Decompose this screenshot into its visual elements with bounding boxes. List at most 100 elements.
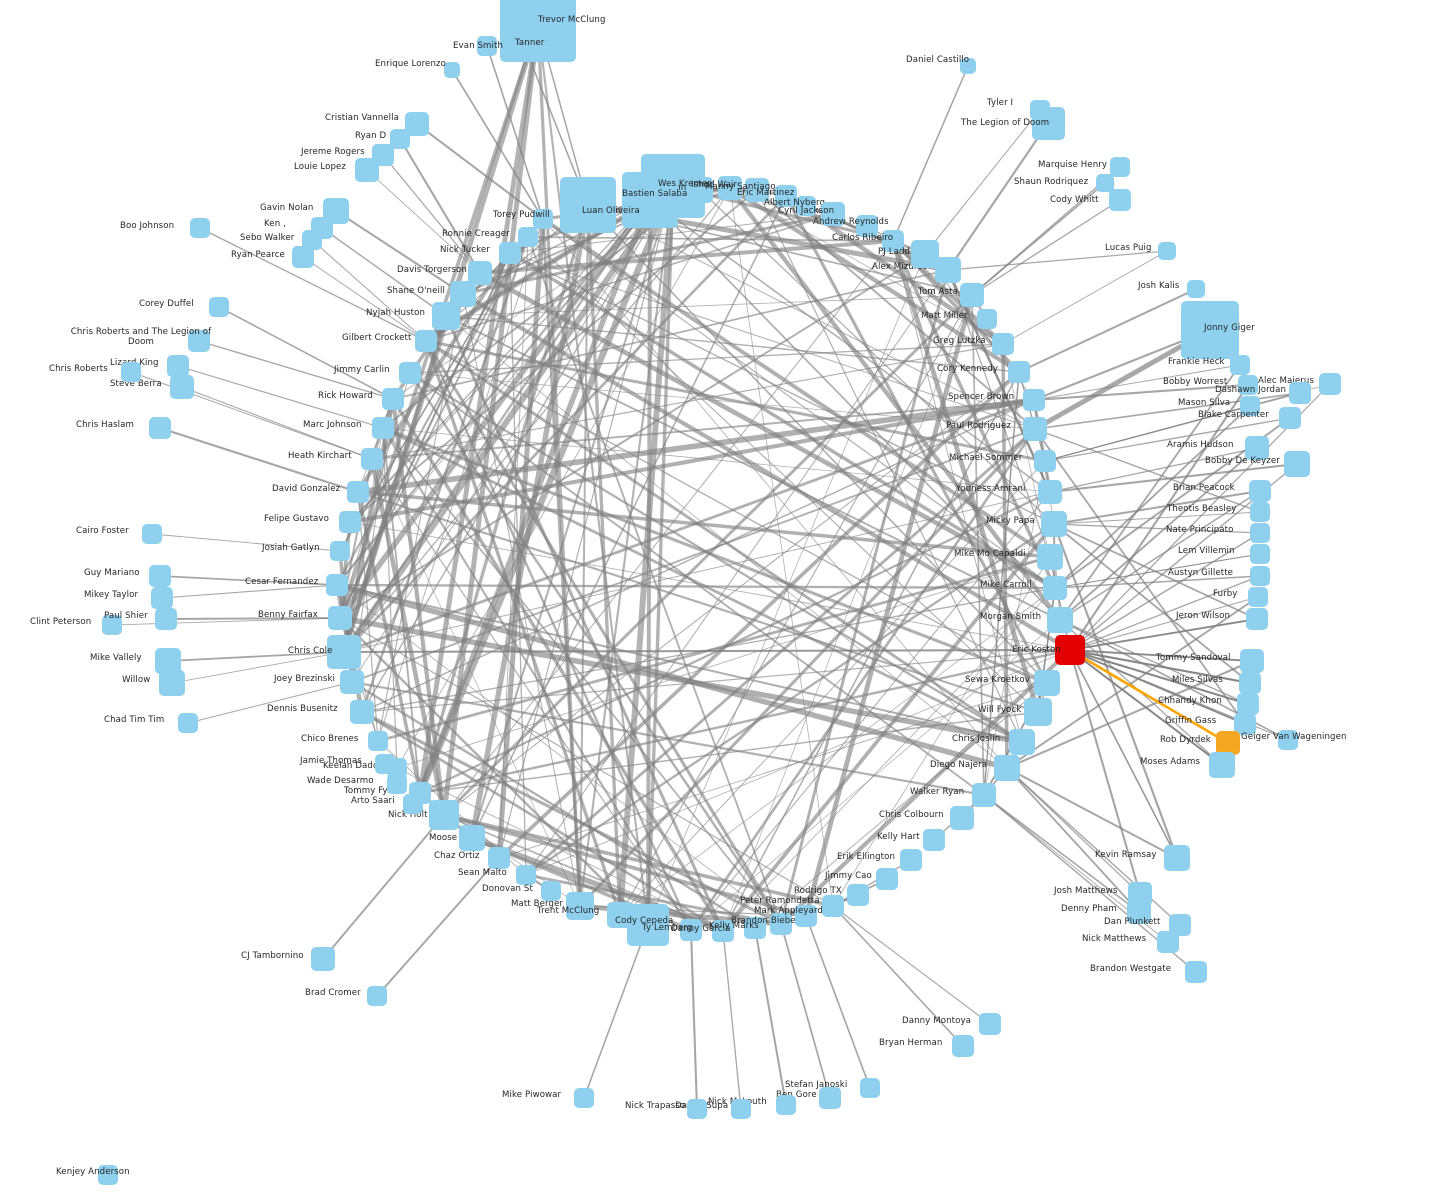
graph-node[interactable] bbox=[1279, 407, 1301, 429]
graph-node[interactable] bbox=[499, 242, 521, 264]
graph-node[interactable] bbox=[977, 309, 997, 329]
graph-node[interactable] bbox=[566, 892, 594, 920]
graph-node[interactable] bbox=[1109, 189, 1131, 211]
graph-node[interactable] bbox=[1031, 106, 1065, 140]
graph-node[interactable] bbox=[1250, 544, 1270, 564]
graph-node[interactable] bbox=[188, 330, 210, 352]
graph-node[interactable] bbox=[541, 881, 561, 901]
graph-node[interactable] bbox=[900, 849, 922, 871]
graph-node[interactable] bbox=[731, 1099, 751, 1119]
graph-node[interactable] bbox=[311, 947, 335, 971]
graph-node[interactable] bbox=[1216, 731, 1240, 755]
graph-node[interactable] bbox=[1157, 931, 1179, 953]
graph-node[interactable] bbox=[459, 825, 485, 851]
graph-node[interactable] bbox=[1249, 480, 1271, 502]
graph-node[interactable] bbox=[533, 209, 553, 229]
graph-node[interactable] bbox=[167, 355, 189, 377]
graph-node[interactable] bbox=[375, 754, 395, 774]
graph-node[interactable] bbox=[1043, 576, 1067, 600]
graph-node[interactable] bbox=[387, 774, 407, 794]
graph-node[interactable] bbox=[1245, 436, 1269, 460]
graph-node[interactable] bbox=[178, 713, 198, 733]
graph-node[interactable] bbox=[1047, 607, 1073, 633]
graph-node[interactable] bbox=[355, 158, 379, 182]
graph-node[interactable] bbox=[1041, 511, 1067, 537]
graph-node[interactable] bbox=[994, 755, 1020, 781]
graph-node[interactable] bbox=[1023, 417, 1047, 441]
graph-node[interactable] bbox=[574, 1088, 594, 1108]
graph-node[interactable] bbox=[680, 919, 702, 941]
graph-node[interactable] bbox=[347, 481, 369, 503]
graph-node[interactable] bbox=[350, 700, 374, 724]
graph-node[interactable] bbox=[1289, 382, 1311, 404]
graph-node[interactable] bbox=[190, 218, 210, 238]
graph-node[interactable] bbox=[972, 783, 996, 807]
graph-node[interactable] bbox=[560, 177, 616, 233]
graph-node[interactable] bbox=[516, 865, 536, 885]
graph-node[interactable] bbox=[292, 246, 314, 268]
graph-node[interactable] bbox=[950, 806, 974, 830]
graph-node[interactable] bbox=[1158, 242, 1176, 260]
graph-node[interactable] bbox=[339, 511, 361, 533]
graph-node[interactable] bbox=[1319, 373, 1341, 395]
graph-node[interactable] bbox=[121, 362, 141, 382]
graph-node[interactable] bbox=[1009, 729, 1035, 755]
graph-node[interactable] bbox=[1250, 523, 1270, 543]
graph-node[interactable] bbox=[415, 330, 437, 352]
graph-node[interactable] bbox=[1185, 961, 1207, 983]
graph-node[interactable] bbox=[923, 829, 945, 851]
graph-node[interactable] bbox=[1240, 649, 1264, 673]
graph-node[interactable] bbox=[1246, 608, 1268, 630]
graph-node[interactable] bbox=[209, 297, 229, 317]
graph-node[interactable] bbox=[795, 905, 817, 927]
graph-node[interactable] bbox=[1181, 301, 1239, 359]
graph-node[interactable] bbox=[444, 62, 460, 78]
graph-node[interactable] bbox=[1237, 693, 1259, 715]
graph-node[interactable] bbox=[98, 1165, 118, 1185]
graph-node[interactable] bbox=[1230, 355, 1250, 375]
graph-node[interactable] bbox=[390, 129, 410, 149]
graph-node[interactable] bbox=[1250, 502, 1270, 522]
graph-node[interactable] bbox=[102, 615, 122, 635]
graph-node[interactable] bbox=[327, 635, 361, 669]
graph-node[interactable] bbox=[876, 868, 898, 890]
graph-node[interactable] bbox=[1248, 587, 1268, 607]
graph-node[interactable] bbox=[1187, 280, 1205, 298]
graph-node[interactable] bbox=[328, 606, 352, 630]
graph-node[interactable] bbox=[1038, 480, 1062, 504]
graph-node[interactable] bbox=[477, 36, 497, 56]
graph-node[interactable] bbox=[979, 1013, 1001, 1035]
graph-node[interactable] bbox=[1096, 174, 1114, 192]
graph-node[interactable] bbox=[1024, 698, 1052, 726]
graph-node[interactable] bbox=[744, 917, 766, 939]
graph-node[interactable] bbox=[712, 920, 734, 942]
graph-node[interactable] bbox=[1034, 450, 1056, 472]
graph-node[interactable] bbox=[340, 670, 364, 694]
graph-node[interactable] bbox=[1169, 914, 1191, 936]
graph-node[interactable] bbox=[1008, 361, 1030, 383]
graph-node[interactable] bbox=[911, 240, 939, 268]
graph-node[interactable] bbox=[1209, 752, 1235, 778]
graph-node[interactable] bbox=[149, 565, 171, 587]
graph-node[interactable] bbox=[159, 670, 185, 696]
graph-node[interactable] bbox=[860, 1078, 880, 1098]
graph-node[interactable] bbox=[1023, 389, 1045, 411]
graph-node[interactable] bbox=[1278, 730, 1298, 750]
graph-node[interactable] bbox=[1238, 375, 1258, 395]
graph-node[interactable] bbox=[372, 417, 394, 439]
graph-node[interactable] bbox=[505, 20, 535, 50]
graph-node[interactable] bbox=[149, 417, 171, 439]
graph-node[interactable] bbox=[302, 230, 322, 250]
graph-node[interactable] bbox=[847, 884, 869, 906]
graph-node[interactable] bbox=[399, 362, 421, 384]
graph-node[interactable] bbox=[170, 375, 194, 399]
graph-node[interactable] bbox=[796, 196, 816, 216]
graph-node[interactable] bbox=[151, 587, 173, 609]
graph-node[interactable] bbox=[382, 388, 404, 410]
graph-node[interactable] bbox=[367, 986, 387, 1006]
graph-node[interactable] bbox=[1034, 670, 1060, 696]
graph-node[interactable] bbox=[718, 176, 742, 200]
graph-node[interactable] bbox=[992, 333, 1014, 355]
graph-node[interactable] bbox=[1055, 635, 1085, 665]
graph-node[interactable] bbox=[1110, 157, 1130, 177]
